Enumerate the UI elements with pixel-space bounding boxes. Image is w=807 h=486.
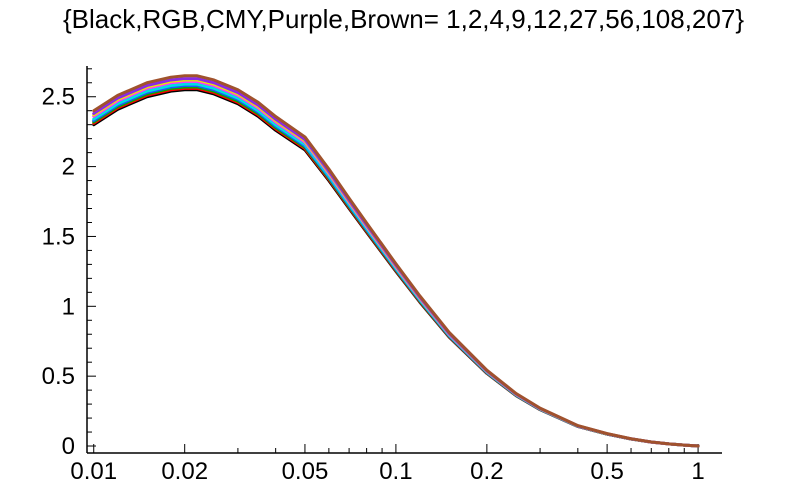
chart-title: {Black,RGB,CMY,Purple,Brown= 1,2,4,9,12,… <box>62 4 744 34</box>
x-tick-label: 0.01 <box>70 458 117 485</box>
x-tick-label: 0.2 <box>470 458 503 485</box>
series-line <box>92 74 700 448</box>
x-tick-label: 0.05 <box>282 458 329 485</box>
y-tick-label: 0.5 <box>42 363 75 390</box>
x-tick-label: 1 <box>691 458 704 485</box>
y-tick-label: 1.5 <box>42 223 75 250</box>
y-tick-label: 0 <box>62 433 75 460</box>
x-tick-label: 0.1 <box>379 458 412 485</box>
y-tick-label: 1 <box>62 293 75 320</box>
x-tick-label: 0.02 <box>161 458 208 485</box>
y-tick-label: 2 <box>62 154 75 181</box>
series-lines <box>92 74 700 448</box>
x-tick-label: 0.5 <box>590 458 623 485</box>
axes: 0 0.5 1 1.5 2 2.5 0.01 0.02 0.05 0.1 0.2 0.5 1 <box>42 66 722 485</box>
y-tick-label: 2.5 <box>42 84 75 111</box>
